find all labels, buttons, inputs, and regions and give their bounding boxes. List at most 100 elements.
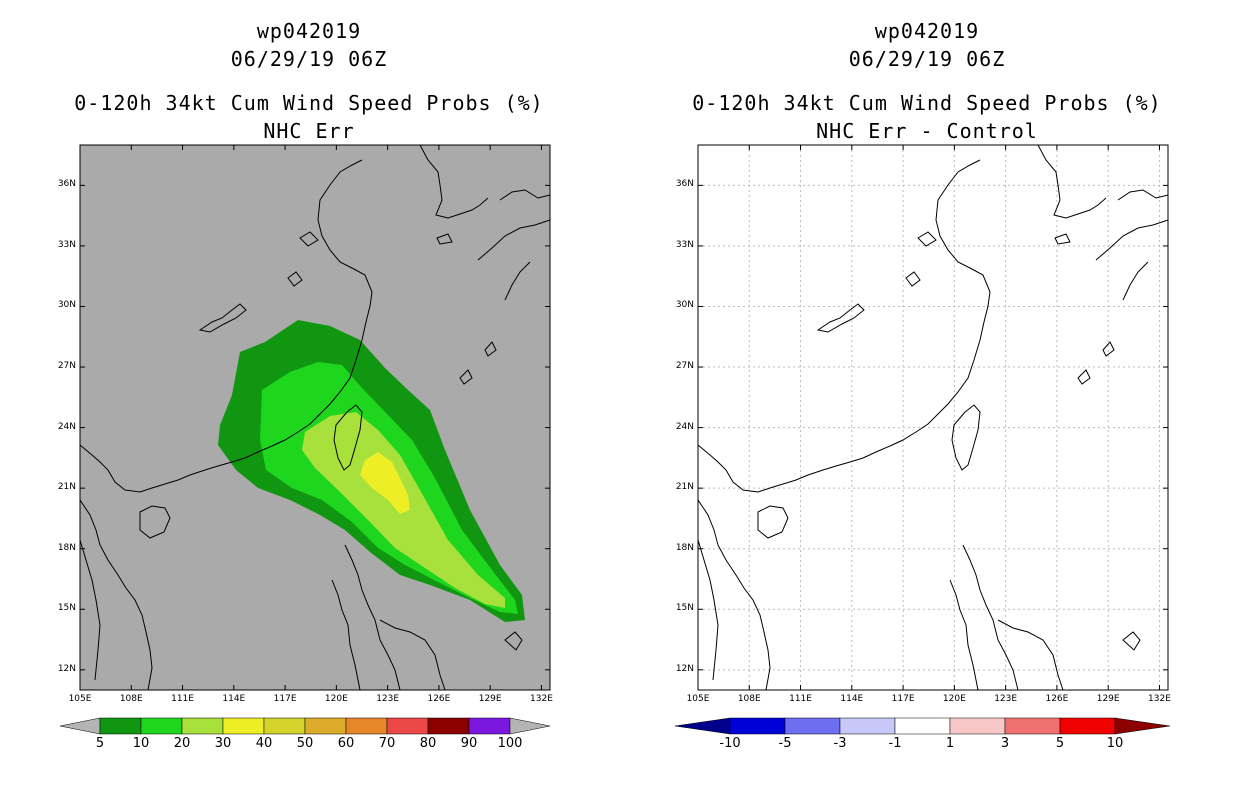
right-coastline: [697, 539, 719, 681]
right-map-frame: [697, 144, 1169, 691]
colorbar-label: 40: [255, 736, 273, 751]
left-island: [333, 404, 363, 471]
colorbar-label: -3: [833, 736, 847, 751]
right-datetime: 06/29/19 06Z: [848, 47, 1006, 71]
right-storm-id: wp042019: [874, 19, 980, 43]
lat-label: 36N: [675, 179, 694, 190]
lon-label: 132E: [530, 694, 553, 704]
right-panel: wp042019 06/29/19 06Z 0-120h 34kt Cum Wi…: [618, 0, 1236, 800]
lat-label: 30N: [675, 300, 694, 311]
right-island: [951, 404, 981, 471]
lat-label: 21N: [675, 482, 694, 493]
right-coastline: [997, 619, 1064, 691]
lat-label: 12N: [675, 663, 694, 674]
colorbar-label: 30: [214, 736, 232, 751]
right-coastline: [697, 499, 771, 691]
right-product-title: 0-120h 34kt Cum Wind Speed Probs (%): [692, 91, 1162, 115]
right-island: [917, 231, 937, 247]
left-storm-id: wp042019: [256, 19, 362, 43]
colorbar-label: 5: [95, 736, 105, 751]
colorbar-label: -5: [778, 736, 792, 751]
left-coastline: [331, 579, 361, 691]
left-island: [139, 505, 171, 539]
left-island: [459, 369, 473, 385]
colorbar-label: 3: [1000, 736, 1010, 751]
left-coastline: [504, 261, 531, 301]
lon-label: 129E: [478, 694, 502, 704]
left-island: [198, 303, 247, 333]
left-island: [287, 271, 303, 287]
lon-label: 105E: [68, 694, 92, 704]
right-colorbar-swatch: [839, 717, 896, 735]
right-island: [816, 303, 865, 333]
right-colorbar-swatch: [949, 717, 1006, 735]
right-island: [1122, 631, 1141, 651]
left-colorbar-low-end: [59, 717, 101, 735]
left-panel: wp042019 06/29/19 06Z 0-120h 34kt Cum Wi…: [57, 19, 553, 751]
right-coastline: [935, 159, 991, 293]
lon-label: 108E: [737, 694, 761, 704]
left-island: [504, 631, 523, 651]
left-coastline: [79, 291, 373, 493]
colorbar-label: 60: [337, 736, 355, 751]
lat-label: 27N: [675, 361, 694, 372]
left-colorbar-swatch: [427, 717, 470, 735]
left-colorbar-swatch: [468, 717, 511, 735]
left-map: [59, 144, 551, 735]
lat-label: 27N: [57, 361, 76, 372]
left-coastline: [499, 189, 551, 201]
right-coastline: [697, 291, 991, 493]
colorbar-label: 5: [1055, 736, 1065, 751]
left-datetime: 06/29/19 06Z: [230, 47, 388, 71]
right-map-background: [698, 145, 1168, 690]
colorbar-label: 10: [132, 736, 150, 751]
left-colorbar-high-end: [509, 717, 551, 735]
lon-label: 129E: [1096, 694, 1120, 704]
lat-label: 18N: [675, 542, 694, 553]
lon-label: 114E: [840, 694, 864, 704]
left-coastline: [344, 544, 401, 691]
colorbar-label: 1: [945, 736, 955, 751]
lat-label: 15N: [57, 603, 76, 614]
lat-label: 36N: [57, 179, 76, 190]
colorbar-label: -1: [888, 736, 902, 751]
left-island: [436, 233, 453, 245]
right-coastline: [962, 544, 1019, 691]
right-coastline: [1117, 189, 1169, 201]
colorbar-label: 70: [378, 736, 396, 751]
lon-label: 117E: [273, 694, 297, 704]
left-coastline: [419, 144, 489, 219]
lon-label: 108E: [119, 694, 143, 704]
right-colorbar-swatch: [729, 717, 786, 735]
lon-label: 120E: [324, 694, 348, 704]
left-colorbar-swatch: [263, 717, 306, 735]
lon-label: 111E: [171, 694, 194, 704]
colorbar-label: -10: [719, 736, 741, 751]
right-colorbar-low-end: [674, 717, 731, 735]
lat-label: 21N: [57, 482, 76, 493]
left-map-frame: [79, 144, 551, 691]
colorbar-label: 90: [460, 736, 478, 751]
left-colorbar-swatch: [345, 717, 388, 735]
left-coastline: [79, 539, 101, 681]
lon-label: 120E: [942, 694, 966, 704]
left-colorbar-swatch: [99, 717, 142, 735]
lon-label: 132E: [1148, 694, 1171, 704]
right-island: [1102, 341, 1115, 357]
lat-label: 15N: [675, 603, 694, 614]
right-colorbar-swatch: [894, 717, 951, 735]
right-subtitle: NHC Err - Control: [816, 119, 1038, 143]
right-colorbar-swatch: [784, 717, 841, 735]
left-island: [299, 231, 319, 247]
left-coastline: [317, 159, 373, 293]
left-colorbar-swatch: [181, 717, 224, 735]
colorbar-label: 100: [497, 736, 523, 751]
colorbar-label: 20: [173, 736, 191, 751]
left-subtitle: NHC Err: [263, 119, 355, 143]
lon-label: 123E: [376, 694, 400, 704]
lat-label: 18N: [57, 542, 76, 553]
lat-label: 12N: [57, 663, 76, 674]
right-coastline: [1122, 261, 1149, 301]
right-island: [905, 271, 921, 287]
left-prob-30-region: [360, 452, 410, 514]
